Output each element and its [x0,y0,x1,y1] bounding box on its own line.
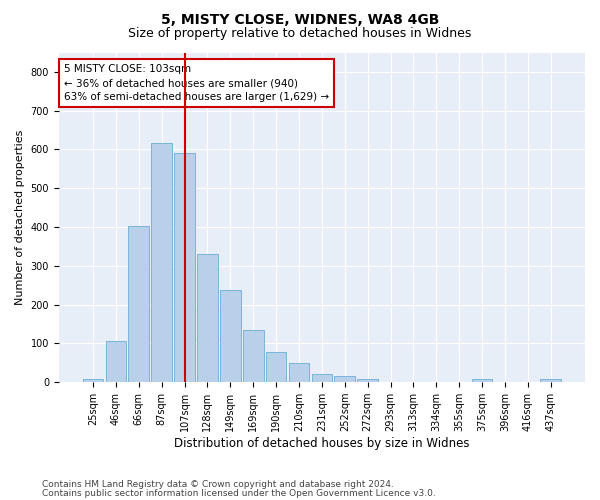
Bar [541,379,561,382]
Bar [106,340,126,382]
Text: 5, MISTY CLOSE, WIDNES, WA8 4GB: 5, MISTY CLOSE, WIDNES, WA8 4GB [161,12,439,26]
Bar [220,290,241,382]
Bar [289,363,309,382]
Text: Contains public sector information licensed under the Open Government Licence v3: Contains public sector information licen… [42,488,436,498]
Y-axis label: Number of detached properties: Number of detached properties [15,130,25,305]
Bar [358,379,378,382]
Bar [311,374,332,382]
Bar [151,143,172,382]
Bar [128,226,149,382]
X-axis label: Distribution of detached houses by size in Widnes: Distribution of detached houses by size … [174,437,470,450]
Text: Contains HM Land Registry data © Crown copyright and database right 2024.: Contains HM Land Registry data © Crown c… [42,480,394,489]
Bar [197,254,218,382]
Bar [243,330,263,382]
Bar [83,379,103,382]
Text: Size of property relative to detached houses in Widnes: Size of property relative to detached ho… [128,28,472,40]
Bar [174,153,195,382]
Bar [334,376,355,382]
Bar [472,379,493,382]
Bar [266,352,286,382]
Text: 5 MISTY CLOSE: 103sqm
← 36% of detached houses are smaller (940)
63% of semi-det: 5 MISTY CLOSE: 103sqm ← 36% of detached … [64,64,329,102]
